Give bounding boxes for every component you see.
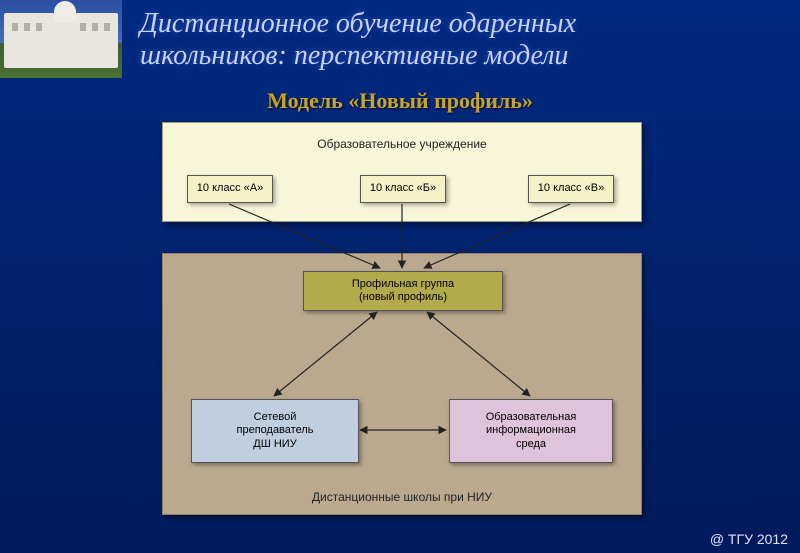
node-class-b: 10 класс «Б»	[360, 175, 446, 203]
node-class-a-label: 10 класс «А»	[197, 182, 263, 195]
node-education-environment: Образовательная информационная среда	[449, 399, 613, 463]
building-shape	[4, 13, 118, 68]
title-line-2: школьников: перспективные модели	[140, 40, 568, 71]
slide-title: Дистанционное обучение одаренных школьни…	[140, 8, 790, 72]
distance-schools-label: Дистанционные школы при НИУ	[163, 490, 641, 504]
footer-credit: @ ТГУ 2012	[710, 531, 788, 547]
node-class-a: 10 класс «А»	[187, 175, 273, 203]
header: Дистанционное обучение одаренных школьни…	[0, 0, 800, 78]
slide: Дистанционное обучение одаренных школьни…	[0, 0, 800, 553]
node-education-environment-label: Образовательная информационная среда	[486, 411, 577, 451]
node-class-b-label: 10 класс «Б»	[370, 182, 436, 195]
node-class-v: 10 класс «В»	[528, 175, 614, 203]
node-network-teacher-label: Сетевой преподаватель ДШ НИУ	[237, 411, 314, 451]
node-class-v-label: 10 класс «В»	[538, 182, 604, 195]
slide-subtitle: Модель «Новый профиль»	[0, 88, 800, 114]
node-profile-group-label: Профильная группа (новый профиль)	[352, 278, 454, 304]
panel-institution: Образовательное учреждение 10 класс «А» …	[162, 122, 642, 222]
institution-label: Образовательное учреждение	[163, 137, 641, 151]
node-profile-group: Профильная группа (новый профиль)	[303, 271, 503, 311]
node-network-teacher: Сетевой преподаватель ДШ НИУ	[191, 399, 359, 463]
panel-distance-schools: Профильная группа (новый профиль) Сетево…	[162, 253, 642, 515]
title-line-1: Дистанционное обучение одаренных	[140, 8, 576, 39]
header-building-image	[0, 0, 122, 78]
